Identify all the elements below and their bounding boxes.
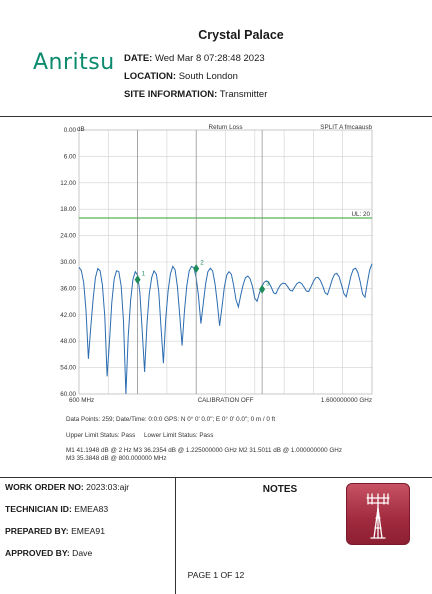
work-order-value: 2023:03:ajr <box>86 482 130 492</box>
prepared-by-label: PREPARED BY: <box>5 526 69 536</box>
y-tick-label: 54.00 <box>60 365 76 372</box>
y-tick-label: 24.00 <box>60 233 76 240</box>
footer-column-divider <box>175 478 176 594</box>
location-label: LOCATION: <box>124 71 177 82</box>
return-loss-trace <box>78 263 373 395</box>
date-value: Wed Mar 8 07:28:48 2023 <box>154 53 265 64</box>
site-info-label: SITE INFORMATION: <box>124 89 218 100</box>
header-divider <box>0 116 432 117</box>
marker-label: 3 <box>266 280 270 287</box>
return-loss-chart-svg: 0.00 6.00 12.00 18.00 24.00 30.00 36.00 42.00 48… <box>60 124 373 404</box>
location-value: South London <box>178 71 238 82</box>
x-start-label: 600 MHz <box>69 397 94 404</box>
x-end-label: 1.600000000 GHz <box>321 397 372 404</box>
marker-diamond <box>259 284 266 294</box>
site-info-value: Transmitter <box>219 89 268 100</box>
y-tick-label: 6.00 <box>64 153 77 160</box>
y-tick-label: 48.00 <box>60 338 76 345</box>
marker-label: 2 <box>200 260 204 267</box>
marker-readout-line-2: M3 35.3848 dB @ 800.000000 MHz <box>66 455 167 462</box>
return-loss-chart: 0.00 6.00 12.00 18.00 24.00 30.00 36.00 42.00 48… <box>0 118 432 410</box>
chart-split-label: SPLIT A fmcaausb <box>320 124 372 131</box>
date-line: DATE: Wed Mar 8 07:28:48 2023 <box>124 53 265 64</box>
page-number: PAGE 1 OF 12 <box>187 570 245 580</box>
y-tick-label: 12.00 <box>60 180 76 187</box>
y-tick-label: 0.00 <box>64 127 77 134</box>
calibration-status-label: CALIBRATION OFF <box>198 397 254 404</box>
chart-grid <box>78 129 373 395</box>
work-order-label: WORK ORDER NO: <box>5 482 84 492</box>
marker-diamond <box>134 275 141 285</box>
tower-glyph <box>366 493 390 539</box>
plot-border <box>78 129 373 395</box>
prepared-by-field: PREPARED BY: EMEA91 <box>5 526 105 536</box>
prepared-by-value: EMEA91 <box>71 526 105 536</box>
y-tick-label: 30.00 <box>60 259 76 266</box>
approved-by-value: Dave <box>72 548 93 558</box>
y-axis-unit-label: dB <box>77 126 85 133</box>
data-points-info: Data Points: 259; Date/Time: 0:0:0 GPS: … <box>66 416 276 423</box>
marker-readout-line-1: M1 41.1948 dB @ 2 Hz M3 36.2354 dB @ 1.2… <box>66 447 343 454</box>
notes-heading: NOTES <box>262 484 298 495</box>
y-tick-label: 60.00 <box>60 391 76 398</box>
upper-limit-status: Upper Limit Status: Pass <box>66 432 136 439</box>
technician-field: TECHNICIAN ID: EMEA83 <box>5 504 108 514</box>
technician-value: EMEA83 <box>74 504 109 514</box>
chart-markers: 1 2 3 <box>134 130 270 394</box>
limit-label: UL: 20 <box>351 211 370 218</box>
y-tick-label: 42.00 <box>60 312 76 319</box>
work-order-field: WORK ORDER NO: 2023:03:ajr <box>5 482 129 492</box>
approved-by-label: APPROVED BY: <box>5 548 70 558</box>
limit-status-line: Upper Limit Status: Pass Lower Limit Sta… <box>66 432 213 439</box>
marker-label: 1 <box>142 271 146 278</box>
chart-title: Return Loss <box>209 124 243 131</box>
approved-by-field: APPROVED BY: Dave <box>5 548 92 558</box>
footer-divider <box>0 477 432 478</box>
anritsu-logo: Anritsu <box>33 50 115 75</box>
lower-limit-status: Lower Limit Status: Pass <box>144 432 214 439</box>
marker-diamond <box>193 264 200 274</box>
site-title: Crystal Palace <box>198 28 284 42</box>
date-label: DATE: <box>124 53 153 64</box>
transmitter-tower-icon <box>346 483 410 545</box>
y-tick-label: 18.00 <box>60 206 76 213</box>
y-tick-labels: 0.00 6.00 12.00 18.00 24.00 30.00 36.00 42.00 48… <box>60 127 76 398</box>
technician-label: TECHNICIAN ID: <box>5 504 72 514</box>
site-info-line: SITE INFORMATION: Transmitter <box>124 89 267 100</box>
location-line: LOCATION: South London <box>124 71 238 82</box>
upper-limit-line: UL: 20 <box>79 211 372 219</box>
y-tick-label: 36.00 <box>60 285 76 292</box>
